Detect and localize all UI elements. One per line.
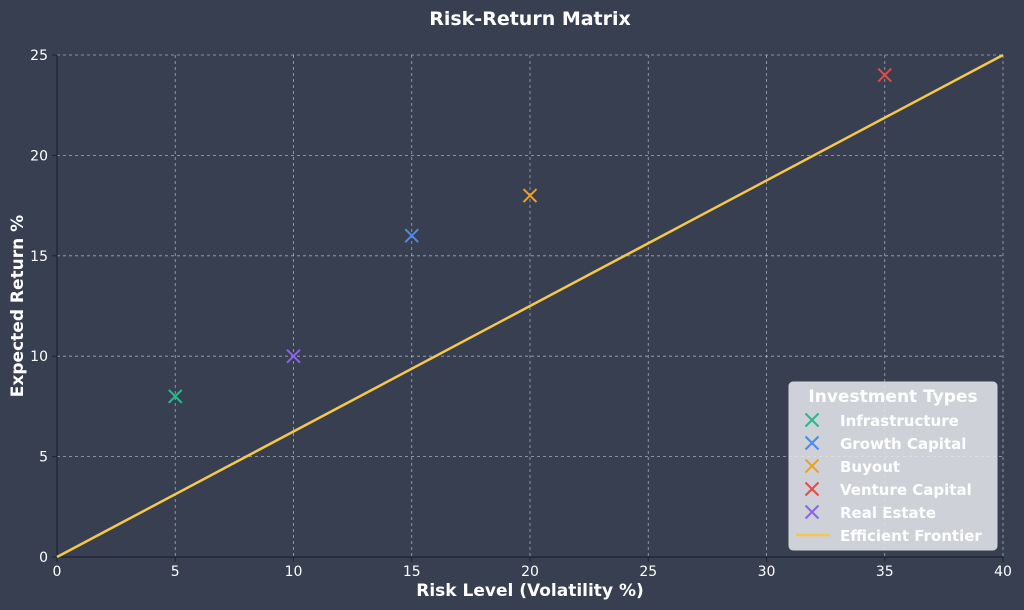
x-tick-label: 0: [53, 564, 62, 580]
y-tick-label: 25: [30, 48, 48, 64]
legend-label-growth-capital: Growth Capital: [840, 435, 966, 453]
y-axis-label: Expected Return %: [8, 215, 28, 397]
x-tick-label: 10: [285, 564, 303, 580]
point-venture-capital: [877, 67, 892, 83]
axes: [52, 54, 1004, 562]
legend-label-buyout: Buyout: [840, 458, 900, 476]
x-tick-label: 25: [639, 564, 657, 580]
y-tick-label: 5: [39, 450, 48, 466]
legend-label-real-estate: Real Estate: [840, 504, 936, 522]
chart-title: Risk-Return Matrix: [429, 8, 631, 30]
legend-label-infrastructure: Infrastructure: [840, 412, 959, 430]
y-tick-label: 0: [39, 550, 48, 566]
point-infrastructure: [168, 389, 183, 404]
x-tick-label: 35: [876, 564, 894, 580]
x-tick-label: 30: [758, 564, 776, 580]
point-growth-capital: [404, 228, 419, 243]
x-tick-label: 40: [994, 564, 1012, 580]
x-tick-label: 5: [171, 564, 180, 580]
point-buyout: [522, 188, 538, 203]
point-real-estate: [286, 348, 301, 364]
legend-label-venture-capital: Venture Capital: [840, 481, 972, 499]
efficient-frontier-line: [56, 53, 1004, 559]
legend-marker-infrastructure: [804, 412, 820, 428]
y-tick-label: 15: [30, 249, 48, 265]
legend-box: [788, 381, 998, 551]
legend-marker-real-estate: [804, 504, 820, 520]
legend: Investment Types Infrastructure Growth Ca…: [788, 381, 998, 551]
legend-title: Investment Types: [808, 387, 977, 407]
tick-labels: 0 5 10 15 20 25 30 35 40 0 5 10 15 20 25: [30, 48, 1012, 580]
legend-marker-venture-capital: [804, 481, 820, 497]
points-layer: [168, 67, 892, 404]
legend-label-efficient-frontier: Efficient Frontier: [840, 527, 982, 545]
y-tick-label: 20: [30, 148, 48, 164]
legend-items: Infrastructure Growth Capital Buyout Ventur…: [796, 412, 982, 545]
legend-marker-growth-capital: [804, 435, 820, 451]
x-axis-label: Risk Level (Volatility %): [416, 581, 644, 601]
frontier-layer: [56, 53, 1004, 559]
x-tick-label: 20: [521, 564, 539, 580]
x-tick-label: 15: [403, 564, 421, 580]
legend-marker-buyout: [804, 458, 820, 474]
y-tick-label: 10: [30, 349, 48, 365]
